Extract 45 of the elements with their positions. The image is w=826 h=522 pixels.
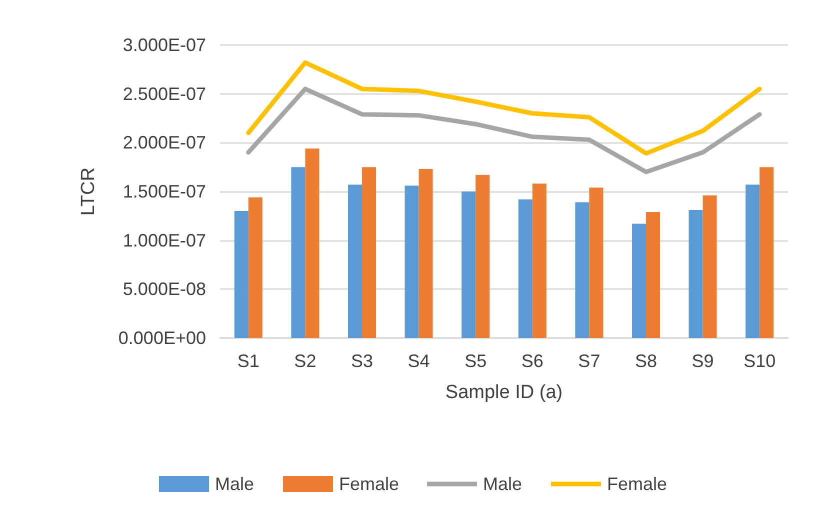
bar [532, 184, 546, 338]
bar [462, 192, 476, 338]
x-tick-label: S9 [692, 351, 714, 371]
bar [362, 167, 376, 338]
bar [746, 184, 760, 338]
line-series [246, 60, 762, 156]
bar [646, 212, 660, 338]
bar [589, 188, 604, 338]
y-tick-label: 0.000E+00 [118, 328, 206, 348]
x-tick-label: S4 [408, 351, 430, 371]
bar [234, 211, 248, 338]
bar [518, 199, 532, 338]
y-tick-label: 1.500E-07 [122, 182, 206, 202]
bar [348, 184, 362, 338]
y-axis-title: LTCR [78, 167, 99, 216]
bar [476, 174, 490, 338]
legend-label: Female [339, 474, 400, 494]
y-tick-label: 2.000E-07 [122, 132, 206, 153]
x-tick-label: S7 [578, 351, 600, 371]
x-tick-label: S5 [464, 351, 487, 371]
bar [702, 195, 717, 338]
bar [632, 224, 646, 338]
bar [688, 210, 703, 338]
x-tick-label: S10 [744, 351, 776, 371]
bar [418, 169, 433, 338]
y-tick-label: 3.000E-07 [122, 35, 206, 55]
bar [575, 202, 590, 338]
x-tick-label: S6 [521, 351, 544, 371]
x-tick-label: S2 [294, 351, 316, 371]
x-tick-label: S1 [237, 351, 260, 371]
x-axis-title: Sample ID (a) [445, 382, 563, 403]
x-tick-label: S8 [634, 351, 658, 371]
bar [248, 197, 262, 338]
y-tick-label: 5.000E-08 [122, 279, 206, 300]
bar [291, 167, 306, 338]
y-tick-label: 1.000E-07 [122, 230, 206, 250]
legend-label: Female [607, 474, 668, 494]
line-series [246, 86, 762, 174]
bar [760, 167, 774, 338]
bar [404, 186, 419, 338]
bar [305, 148, 320, 338]
legend-label: Male [483, 474, 522, 494]
y-tick-label: 2.500E-07 [122, 84, 206, 104]
x-tick-label: S3 [350, 351, 374, 371]
legend-label: Male [215, 474, 254, 494]
